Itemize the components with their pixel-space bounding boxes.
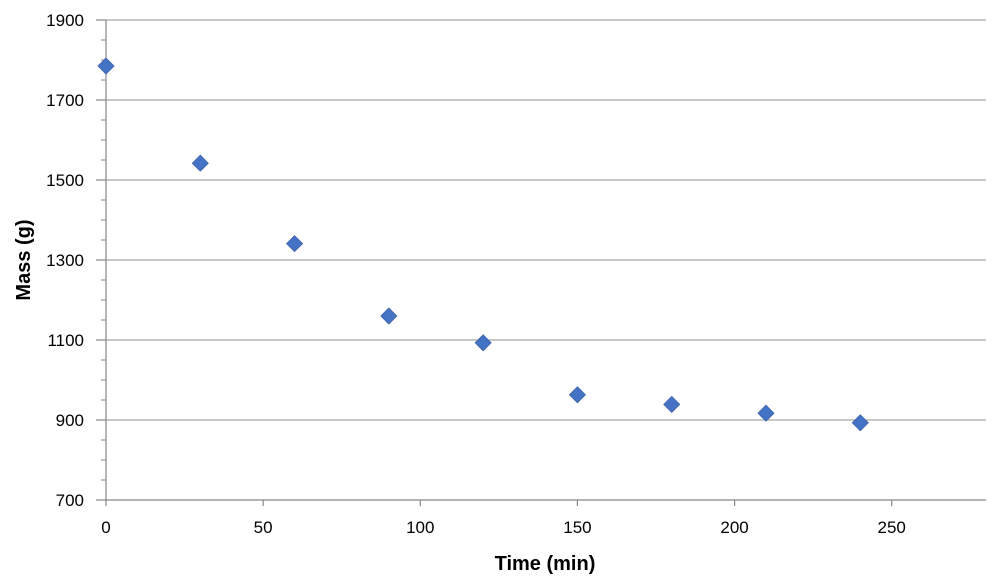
- x-tick-labels: 0 50 100 150 200 250: [101, 518, 906, 537]
- gridlines: [106, 19, 986, 421]
- x-tick-label-200: 200: [720, 518, 748, 537]
- y-tick-label-700: 700: [56, 491, 84, 510]
- x-tick-label-0: 0: [101, 518, 110, 537]
- data-point: [380, 307, 398, 325]
- x-tick-label-250: 250: [878, 518, 906, 537]
- data-point: [568, 386, 586, 404]
- y-tick-label-1100: 1100: [47, 331, 84, 350]
- y-tick-label-1300: 1300: [46, 251, 84, 270]
- data-points: [97, 57, 869, 432]
- data-point: [757, 404, 775, 422]
- data-point: [663, 395, 681, 413]
- x-axis-title: Time (min): [495, 553, 596, 575]
- axes: [96, 19, 986, 506]
- data-point: [851, 414, 869, 432]
- x-tick-label-100: 100: [406, 518, 434, 537]
- x-tick-label-150: 150: [563, 518, 591, 537]
- y-axis-title: Mass (g): [13, 219, 35, 300]
- y-tick-label-900: 900: [56, 411, 84, 430]
- data-point: [97, 57, 115, 75]
- y-tick-labels: 700 900 1100 1300 1500 1700 1900: [46, 11, 84, 510]
- data-point: [191, 154, 209, 172]
- y-tick-label-1900: 1900: [46, 11, 84, 30]
- data-point: [286, 235, 304, 253]
- y-tick-label-1700: 1700: [46, 91, 84, 110]
- x-tick-label-50: 50: [254, 518, 273, 537]
- data-point: [474, 334, 492, 352]
- y-tick-label-1500: 1500: [46, 171, 84, 190]
